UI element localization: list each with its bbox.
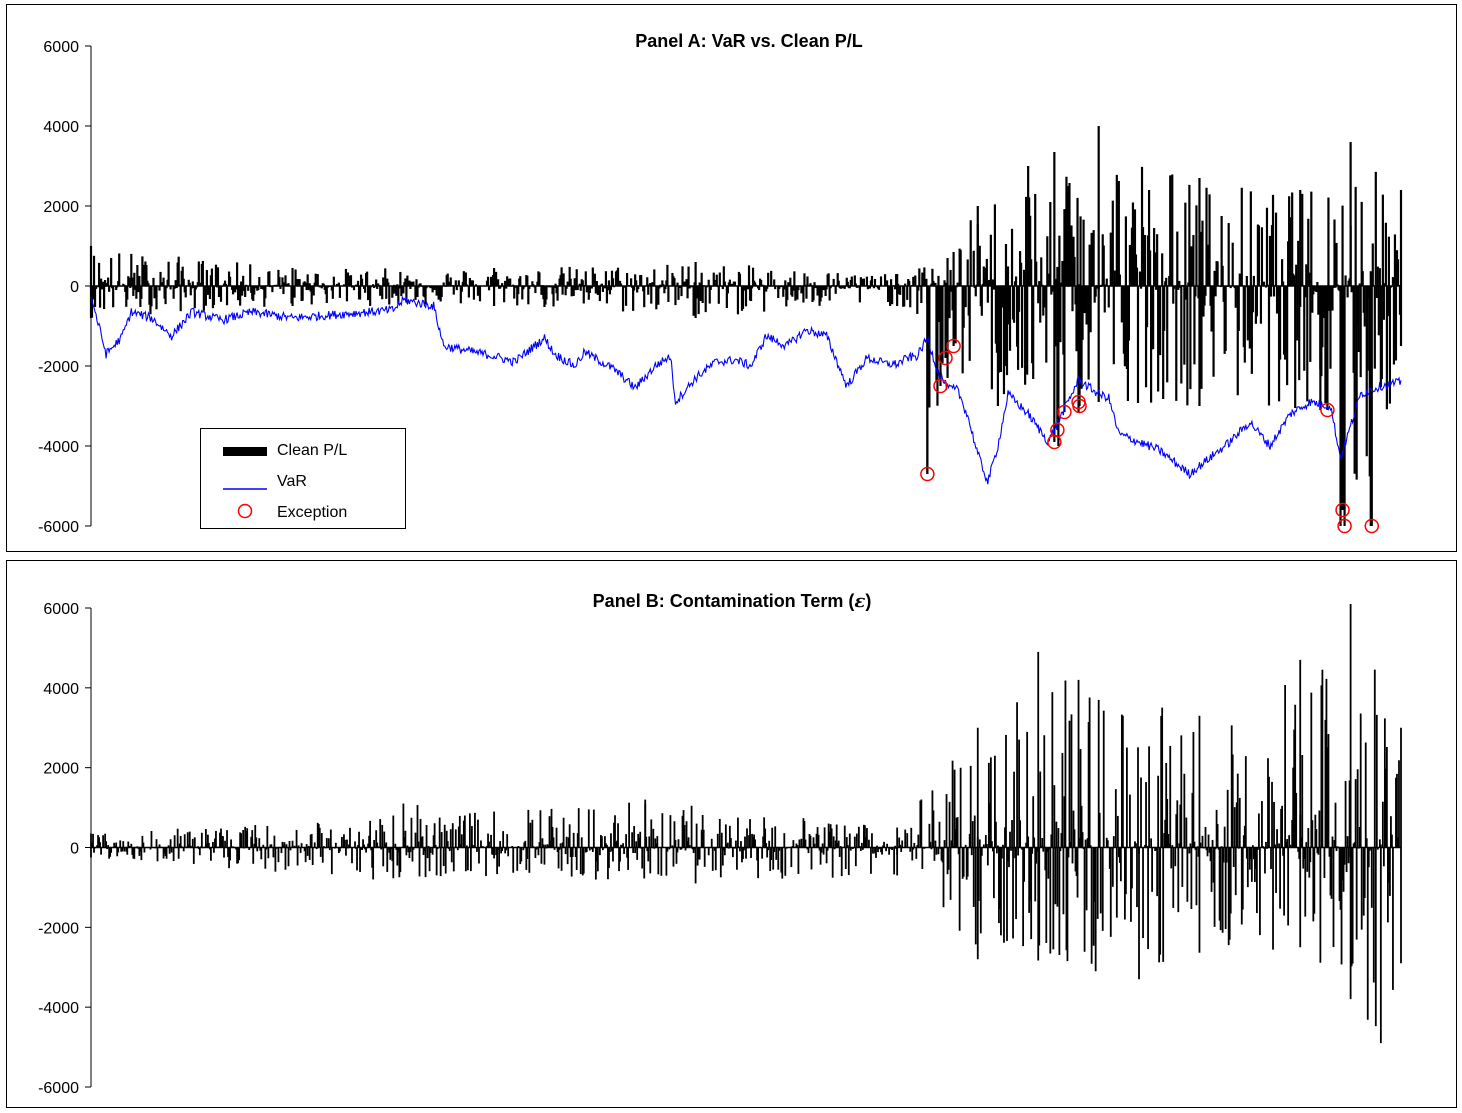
legend-label-clean-pl: Clean P/L — [277, 442, 348, 459]
exception-marker — [933, 378, 948, 394]
y-tick-label: 6000 — [43, 601, 79, 618]
exception-marker — [938, 350, 953, 366]
y-tick-label: -4000 — [38, 1000, 79, 1017]
contamination-bars — [90, 604, 1402, 1044]
exception-marker — [1335, 502, 1350, 518]
panel-b-svg: Panel B: Contamination Term (ε) 6000 4000… — [38, 591, 1402, 1097]
clean-pl-bars — [89, 126, 1403, 526]
y-tick-label: 2000 — [43, 199, 79, 216]
exception-marker — [1050, 422, 1065, 438]
y-tick-label: -6000 — [38, 519, 79, 536]
y-tick-label: 0 — [70, 841, 79, 858]
y-tick-label: 2000 — [43, 761, 79, 778]
y-tick-label: -2000 — [38, 359, 79, 376]
legend-item-exception: Exception — [201, 501, 405, 525]
epsilon-symbol: ε — [854, 591, 865, 612]
exception-marker — [1057, 404, 1072, 420]
exception-markers — [920, 338, 1380, 534]
blue-line-icon — [223, 488, 267, 490]
exception-marker — [1337, 518, 1352, 534]
panel-a-chart: Panel A: VaR vs. Clean P/L 6000 4000 2000 0… — [6, 4, 1457, 552]
legend: Clean P/L VaR Exception — [200, 428, 406, 529]
panel-b-title-prefix: Panel B: Contamination Term ( — [593, 591, 855, 611]
exception-marker — [1072, 398, 1087, 414]
legend-item-clean-pl: Clean P/L — [201, 439, 405, 463]
legend-label-var: VaR — [277, 473, 307, 490]
y-tick-label: 4000 — [43, 119, 79, 136]
y-tick-label: -6000 — [38, 1080, 79, 1097]
exception-marker — [920, 466, 935, 482]
exception-marker — [1320, 402, 1335, 418]
exception-marker — [1364, 518, 1380, 534]
panel-a-svg: Panel A: VaR vs. Clean P/L 6000 4000 2000 0… — [38, 31, 1403, 536]
legend-label-exception: Exception — [277, 504, 348, 521]
red-circle-icon — [237, 503, 253, 519]
thick-bar-icon — [223, 447, 267, 456]
y-tick-label: -4000 — [38, 439, 79, 456]
y-tick-label: 6000 — [43, 39, 79, 56]
var-line — [90, 296, 1402, 485]
y-tick-label: 0 — [70, 279, 79, 296]
y-tick-label: -2000 — [38, 920, 79, 937]
panel-b-chart: Panel B: Contamination Term (ε) 6000 4000… — [6, 560, 1457, 1108]
exception-marker — [946, 338, 961, 354]
y-tick-label: 4000 — [43, 681, 79, 698]
panel-a-title: Panel A: VaR vs. Clean P/L — [635, 31, 862, 51]
panel-b-title-suffix: ) — [865, 591, 871, 611]
var-line-group — [90, 296, 1402, 485]
legend-item-var: VaR — [201, 470, 405, 494]
panel-b-title: Panel B: Contamination Term (ε) — [593, 591, 872, 612]
